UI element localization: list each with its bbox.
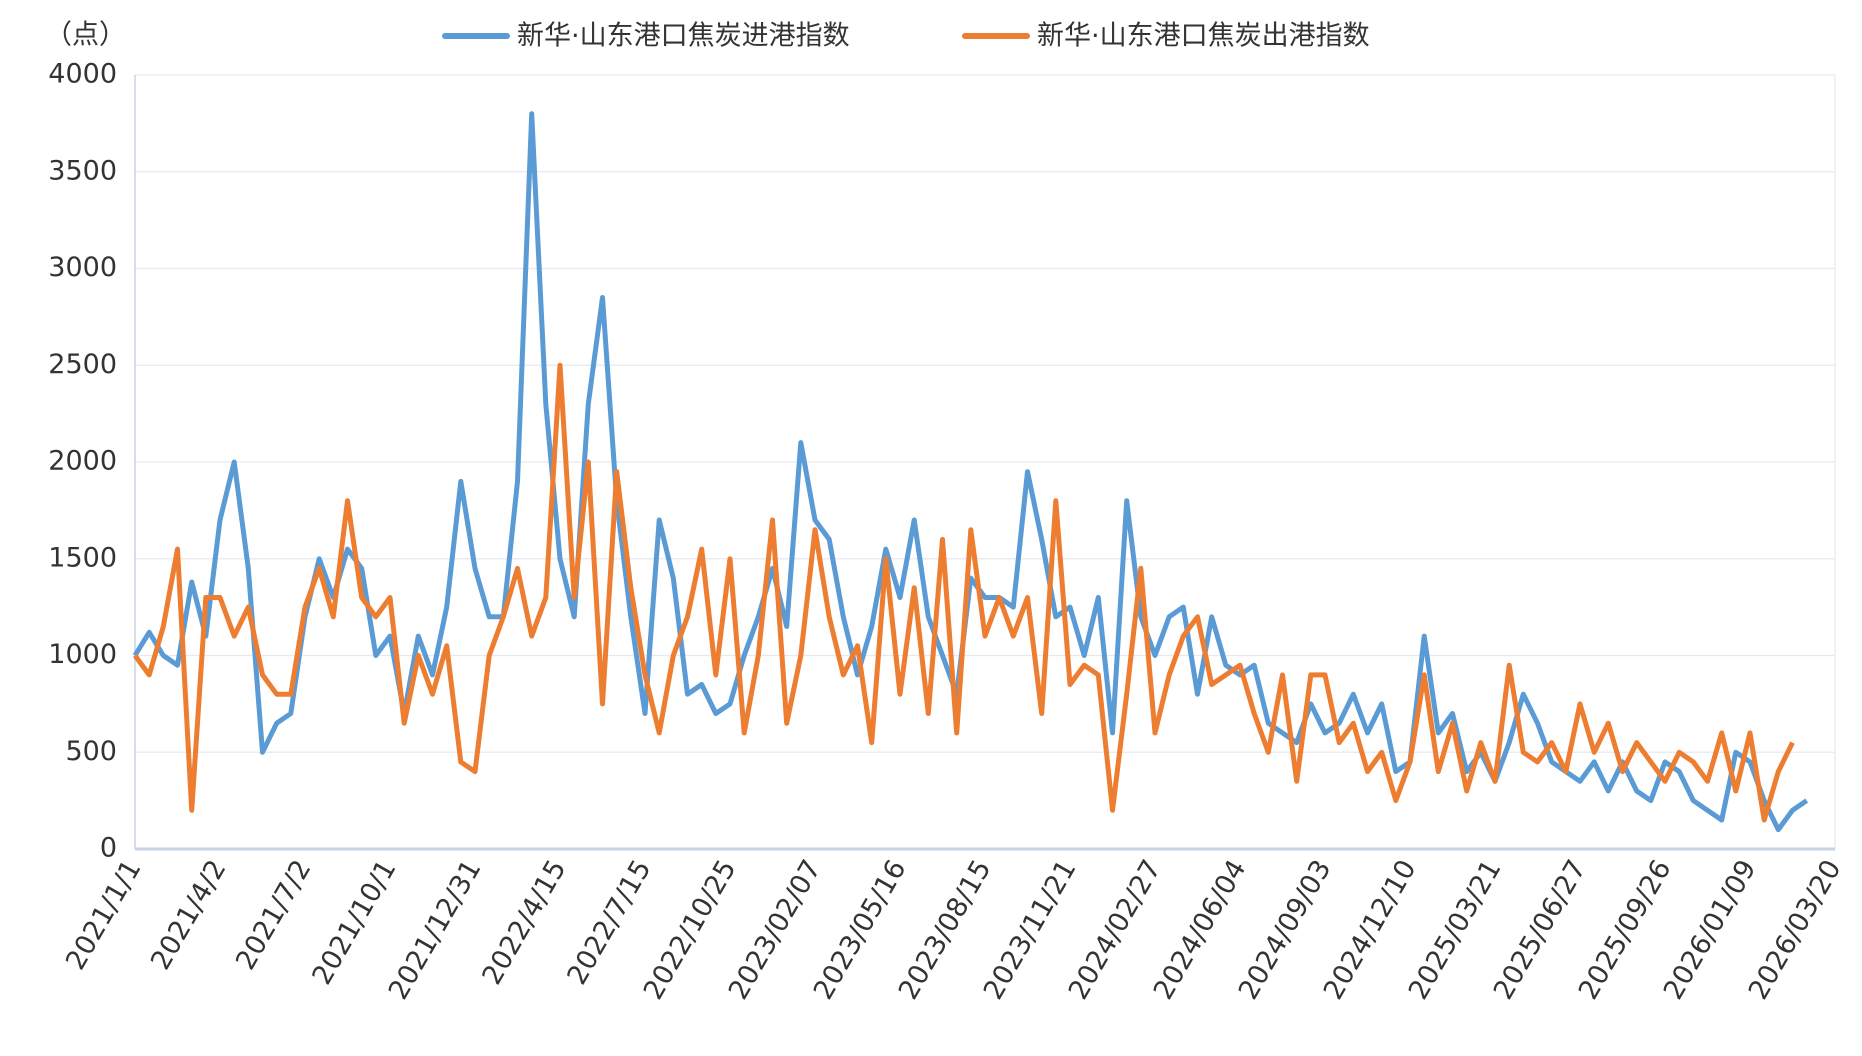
y-tick-label: 0 [100,833,117,864]
y-tick-label: 1500 [48,542,117,573]
x-tick-label: 2021/7/2 [230,855,317,976]
series-line [132,362,1795,823]
y-tick-label: 2000 [48,446,117,477]
x-tick-label: 2021/10/1 [306,855,402,990]
x-tick-label: 2021/12/31 [383,855,488,1005]
x-tick-label: 2021/1/1 [60,855,147,976]
y-tick-label: 2500 [48,349,117,380]
y-tick-label: 3500 [48,155,117,186]
series-line [132,111,1809,833]
y-tick-label: 4000 [48,59,117,90]
x-tick-label: 2022/4/15 [476,855,572,990]
y-tick-label: 3000 [48,252,117,283]
y-tick-label: 1000 [48,639,117,670]
legend-label: 新华·山东港口焦炭出港指数 [1037,21,1370,52]
x-tick-label: 2021/4/2 [145,855,232,976]
legend-label: 新华·山东港口焦炭进港指数 [517,21,850,52]
y-tick-label: 500 [65,736,117,767]
x-tick-label: 2022/7/15 [561,855,657,990]
unit-label: （点） [45,20,126,51]
x-tick-label: 2026/03/20 [1743,855,1848,1005]
